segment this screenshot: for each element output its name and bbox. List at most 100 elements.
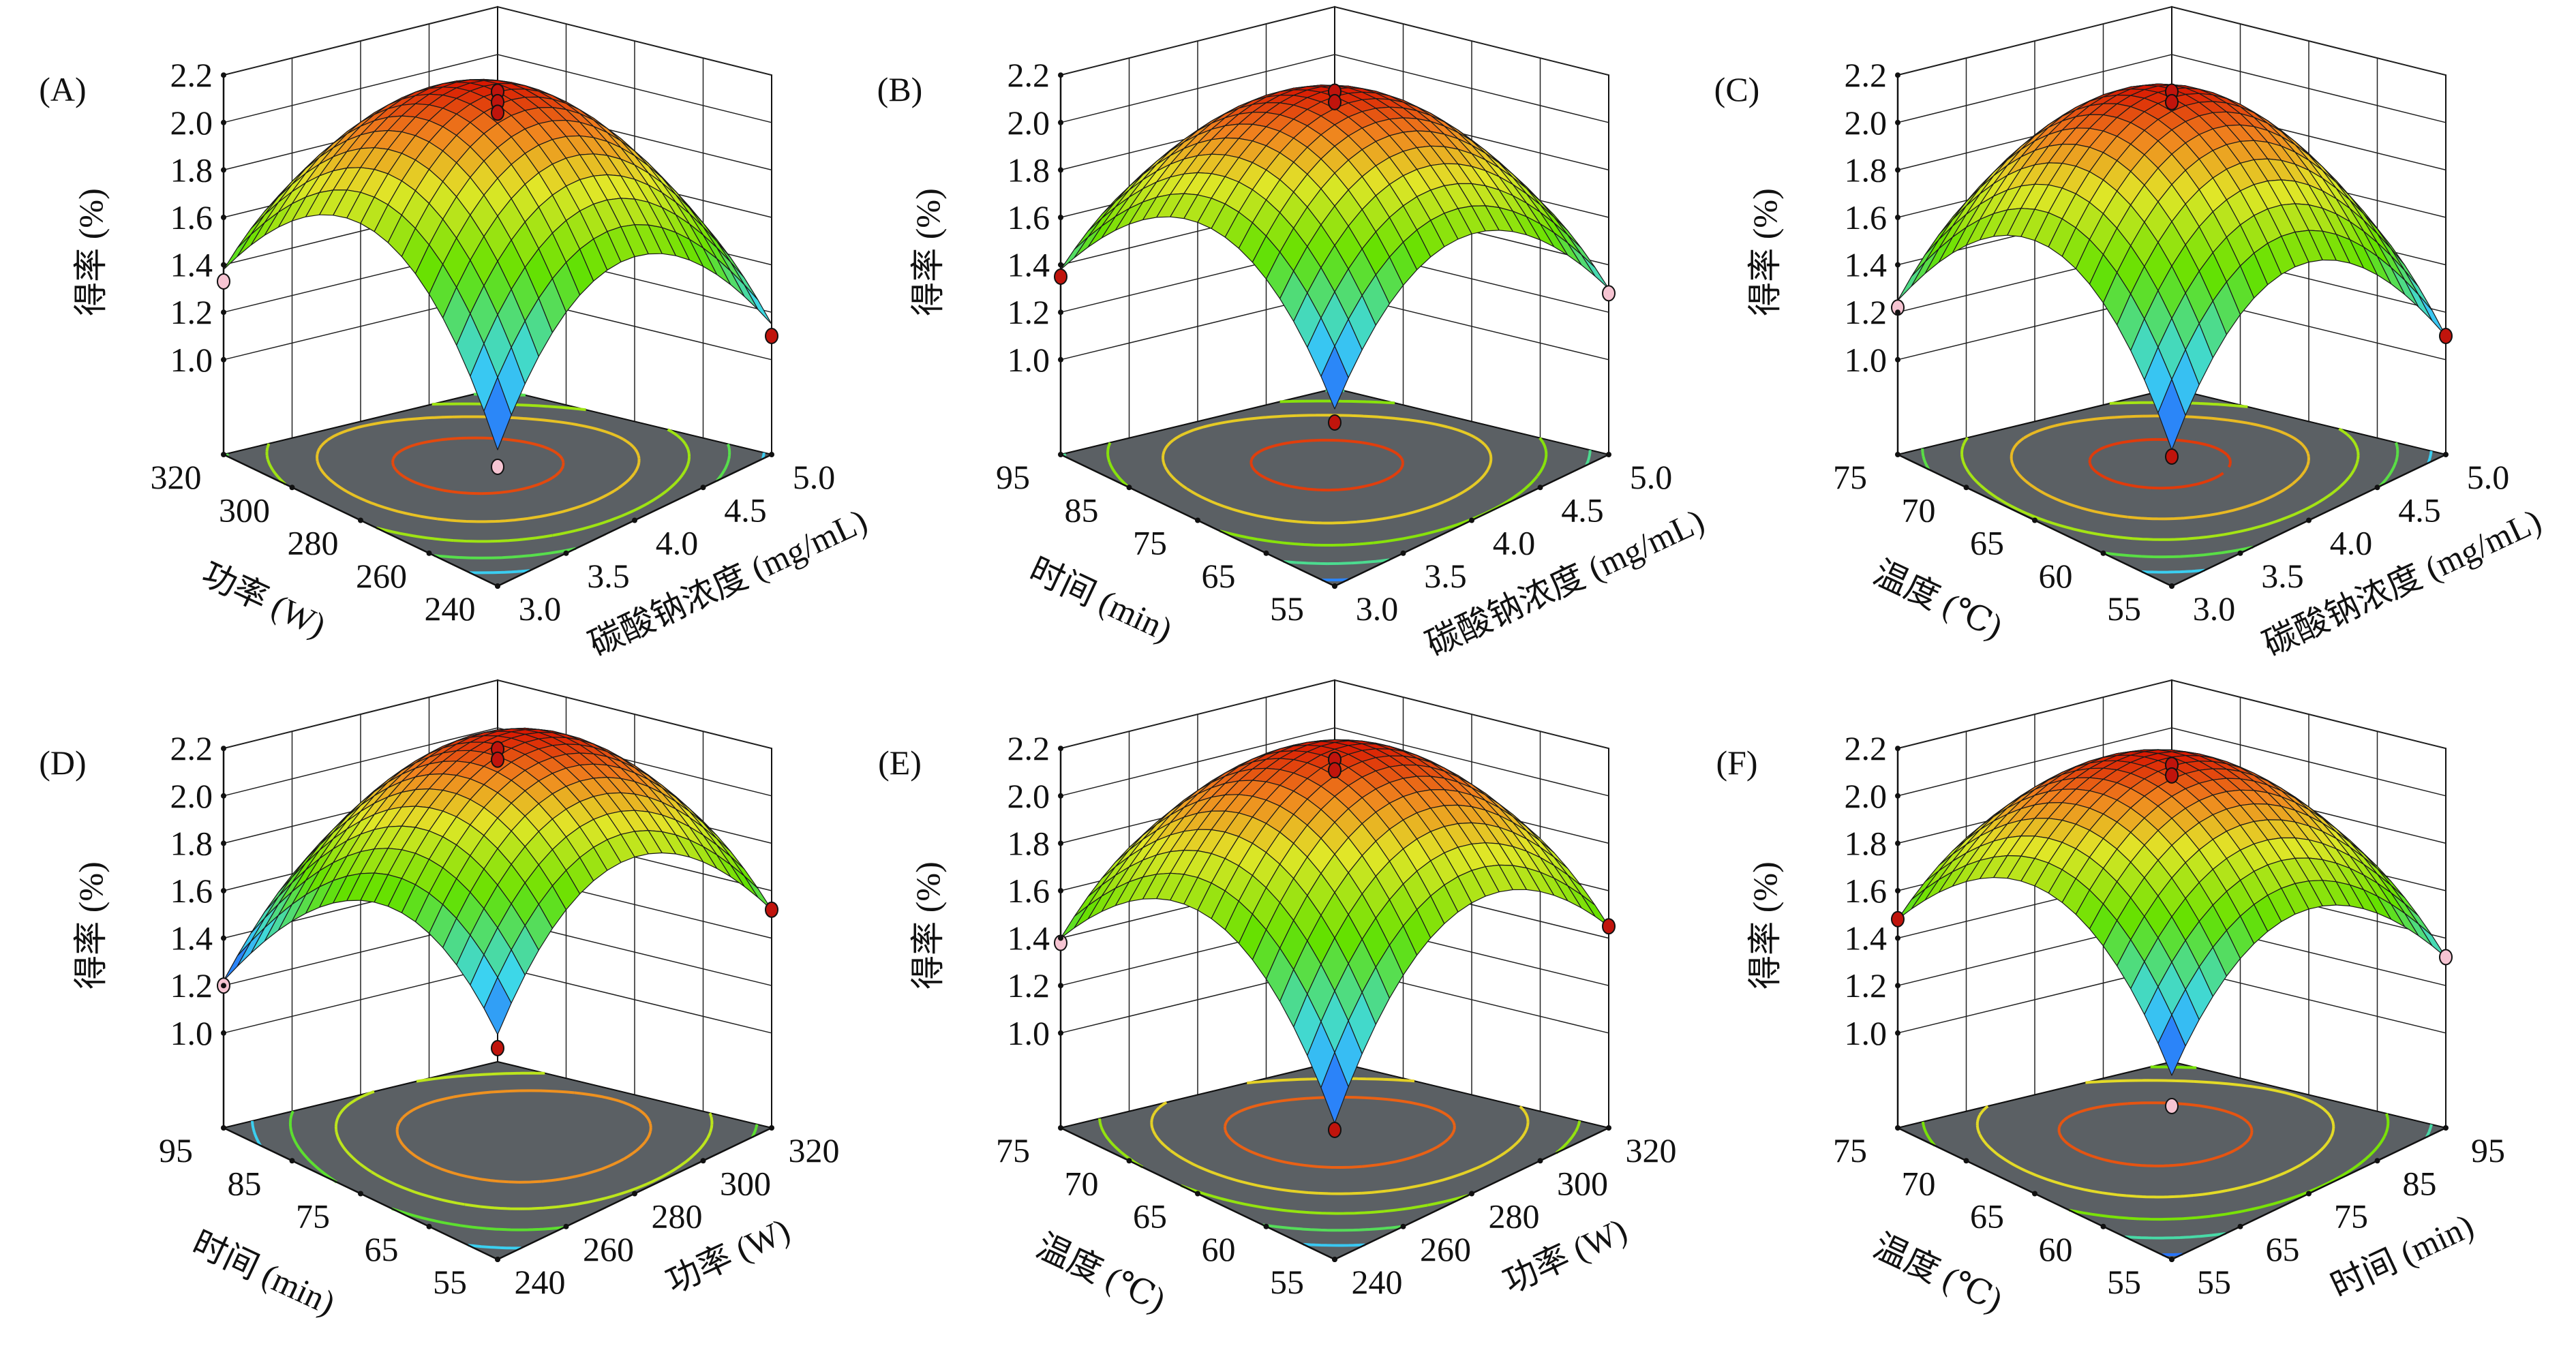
z-tick-label: 1.6	[170, 872, 213, 910]
x2-tick-label: 3.0	[2193, 589, 2236, 628]
design-point	[491, 752, 504, 767]
x2-tick-label: 3.5	[1424, 557, 1467, 595]
x2-tick-label: 4.0	[656, 524, 699, 562]
x1-axis-title: 功率 (W)	[196, 554, 332, 644]
x1-tick	[1127, 485, 1132, 490]
z-axis-title: 得率 (%)	[72, 188, 110, 316]
x1-tick-label: 75	[1833, 458, 1867, 496]
x2-tick	[1332, 583, 1337, 589]
x2-tick	[2238, 1224, 2243, 1229]
x1-tick-label: 60	[1202, 1230, 1236, 1268]
design-point	[217, 274, 230, 289]
x2-tick-label: 4.5	[724, 491, 767, 529]
x1-tick-label: 65	[365, 1230, 399, 1268]
z-tick-label: 1.2	[170, 966, 213, 1005]
z-tick	[1058, 72, 1063, 78]
x1-tick-label: 55	[2107, 1263, 2141, 1301]
x2-tick	[632, 518, 637, 523]
x1-tick-label: 240	[425, 589, 476, 628]
x1-tick	[221, 452, 226, 457]
z-tick	[1058, 215, 1063, 220]
z-tick	[1058, 167, 1063, 172]
design-point	[2440, 949, 2452, 964]
design-point	[1329, 95, 1341, 110]
x1-tick	[1964, 1158, 1969, 1163]
x2-tick-label: 3.5	[587, 557, 630, 595]
z-tick	[1895, 793, 1900, 799]
x2-tick-label: 95	[2471, 1131, 2505, 1169]
x1-tick-label: 60	[2039, 1230, 2073, 1268]
x2-tick	[2306, 518, 2312, 523]
floor-contour-line	[1303, 1244, 1365, 1246]
x2-tick-label: 4.0	[2330, 524, 2373, 562]
x1-tick-label: 85	[1065, 491, 1099, 529]
x1-tick-label: 70	[1902, 1164, 1936, 1202]
x1-tick	[427, 1224, 432, 1229]
z-axis-title: 得率 (%)	[72, 861, 110, 989]
x1-tick-label: 70	[1902, 491, 1936, 529]
plot-svg: 1.01.21.41.61.82.02.255606570753.03.54.0…	[1674, 0, 2533, 675]
x1-tick	[2032, 1191, 2037, 1197]
z-tick-label: 1.4	[170, 919, 213, 958]
x1-tick-label: 320	[151, 458, 202, 496]
design-point	[2166, 95, 2178, 110]
x1-tick-label: 65	[1970, 524, 2004, 562]
x1-tick	[1195, 1191, 1200, 1197]
z-tick	[1895, 120, 1900, 125]
design-point	[2166, 768, 2178, 783]
x1-tick-label: 55	[1270, 1263, 1304, 1301]
x1-tick	[1895, 1125, 1900, 1131]
design-point	[1055, 269, 1067, 284]
x1-tick-label: 75	[1133, 524, 1167, 562]
z-tick-label: 1.6	[1845, 872, 1888, 910]
x1-tick	[290, 485, 295, 490]
x2-tick	[2306, 1191, 2312, 1197]
z-tick-label: 2.0	[1845, 777, 1888, 815]
z-tick-label: 2.2	[1845, 729, 1888, 767]
x2-tick	[769, 1125, 774, 1131]
x1-tick-label: 95	[996, 458, 1030, 496]
x2-tick-label: 85	[2403, 1164, 2437, 1202]
design-point	[1329, 1122, 1341, 1137]
panel-label: (C)	[1714, 70, 1760, 108]
x2-tick	[2443, 1125, 2449, 1131]
z-tick-label: 2.2	[1845, 56, 1888, 94]
x1-axis-title: 温度 (℃)	[1868, 1227, 2009, 1319]
z-tick	[221, 888, 226, 893]
x2-tick	[1401, 551, 1406, 556]
z-tick-label: 1.8	[1845, 824, 1888, 862]
design-point	[1329, 763, 1341, 778]
x2-tick	[495, 583, 500, 589]
panel-label: (B)	[877, 70, 923, 108]
design-point	[1603, 286, 1615, 301]
x1-tick-label: 75	[996, 1131, 1030, 1169]
x2-tick-label: 5.0	[2467, 458, 2510, 496]
z-tick	[1895, 746, 1900, 751]
z-tick	[1895, 72, 1900, 78]
z-tick-label: 1.0	[170, 1014, 213, 1052]
x1-tick-label: 60	[2039, 557, 2073, 595]
z-tick-label: 1.2	[1007, 966, 1050, 1005]
x1-tick-label: 65	[1133, 1197, 1167, 1236]
z-tick-label: 1.4	[1845, 246, 1888, 284]
z-tick-label: 1.6	[1845, 198, 1888, 236]
x2-tick-label: 4.5	[2398, 491, 2441, 529]
x1-axis-title: 温度 (℃)	[1868, 553, 2009, 646]
z-tick	[1895, 888, 1900, 893]
design-point	[491, 105, 504, 120]
panel-label: (F)	[1716, 744, 1757, 782]
z-tick	[1058, 888, 1063, 893]
x1-tick-label: 85	[228, 1164, 262, 1202]
plot-svg: 1.01.21.41.61.82.02.25565758595240260280…	[0, 673, 859, 1348]
z-tick	[1895, 983, 1900, 988]
design-point	[2440, 328, 2452, 343]
x1-axis-title: 时间 (min)	[187, 1223, 341, 1322]
z-tick	[1895, 309, 1900, 315]
z-tick	[1058, 357, 1063, 363]
x1-tick	[2032, 518, 2037, 523]
x2-tick	[1401, 1224, 1406, 1229]
design-point	[491, 459, 504, 474]
x2-tick-label: 320	[789, 1131, 840, 1169]
